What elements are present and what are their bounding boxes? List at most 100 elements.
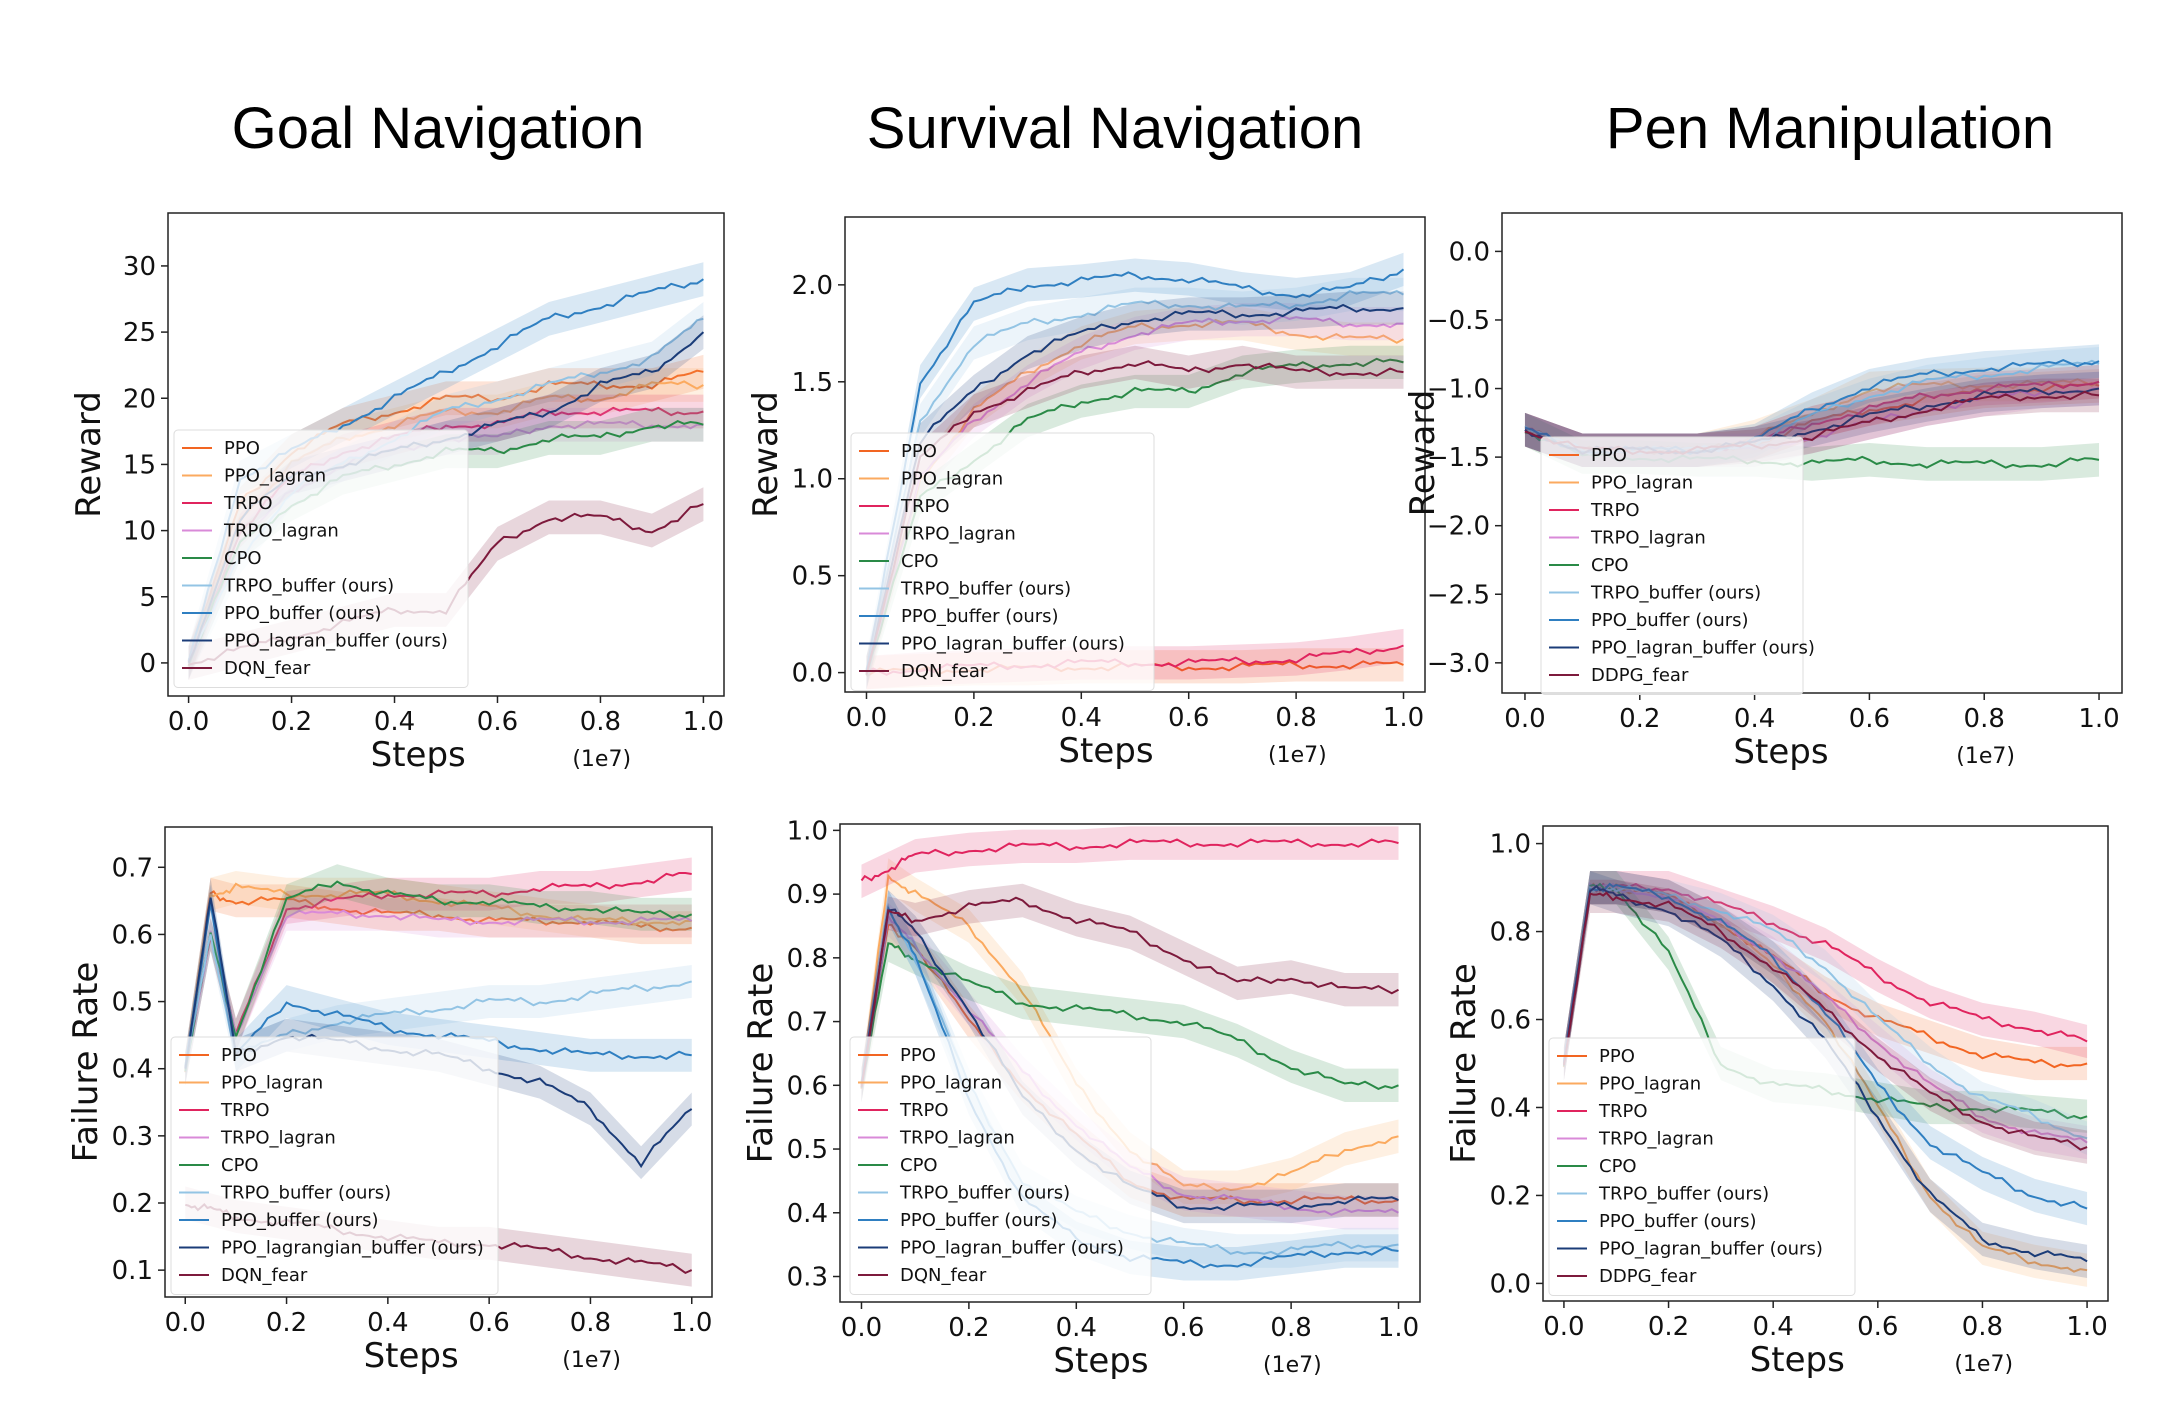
legend-label: PPO_lagran: [224, 466, 326, 487]
title-survival-navigation: Survival Navigation: [866, 96, 1364, 161]
legend-label: PPO_buffer (ours): [221, 1210, 379, 1231]
y-tick-label: 0.1: [112, 1256, 153, 1286]
band-ppo-buffer-ours-: [1524, 344, 2100, 468]
y-tick-label: −2.0: [1427, 512, 1490, 542]
y-axis-label: Reward: [1403, 390, 1443, 517]
x-axis-label: Steps: [1750, 1340, 1845, 1380]
legend-label: PPO_lagran_buffer (ours): [1591, 638, 1815, 659]
legend-box: [1540, 436, 1804, 695]
legend-label: TRPO: [1598, 1101, 1648, 1122]
legend-label: TRPO_buffer (ours): [899, 1183, 1070, 1204]
legend-label: TRPO_lagran: [1590, 528, 1706, 549]
x-tick-label: 0.8: [1962, 1312, 2003, 1342]
legend-label: PPO_lagran_buffer (ours): [901, 634, 1125, 655]
y-axis-label: Reward: [746, 391, 786, 518]
legend-label: PPO_buffer (ours): [224, 603, 382, 624]
band-trpo: [861, 826, 1399, 899]
x-scale-note: (1e7): [572, 747, 631, 772]
y-tick-label: 1.0: [1490, 830, 1531, 860]
band-dqn-fear: [861, 883, 1399, 1103]
legend-label: CPO: [224, 548, 262, 569]
x-tick-label: 0.4: [1753, 1312, 1794, 1342]
band-ppo-lagrangian-buffer-ours-: [185, 877, 692, 1180]
y-tick-label: 0: [139, 649, 156, 679]
legend-label: PPO_lagran_buffer (ours): [224, 631, 448, 652]
x-axis-label: Steps: [371, 735, 466, 775]
y-tick-label: 0.6: [112, 920, 153, 950]
x-scale-note: (1e7): [1954, 1352, 2013, 1377]
x-tick-label: 0.2: [271, 707, 312, 737]
x-tick-label: 0.4: [374, 707, 415, 737]
legend-label: PPO_lagran: [1591, 473, 1693, 494]
legend-label: PPO: [1599, 1046, 1635, 1067]
x-axis-label: Steps: [364, 1336, 459, 1376]
legend-label: PPO: [221, 1045, 257, 1066]
y-tick-label: 0.0: [1490, 1269, 1531, 1299]
legend-label: PPO_buffer (ours): [1591, 610, 1749, 631]
y-tick-label: −1.0: [1427, 375, 1490, 405]
legend-label: PPO_buffer (ours): [900, 1210, 1058, 1231]
y-tick-label: 25: [123, 318, 156, 348]
y-tick-label: 0.7: [787, 1008, 828, 1038]
y-tick-label: −3.0: [1427, 649, 1490, 679]
y-tick-label: 0.3: [112, 1122, 153, 1152]
legend-label: TRPO_lagran: [900, 524, 1016, 545]
y-tick-label: 0.8: [787, 944, 828, 974]
line-ppo-lagran-buffer-ours-: [1562, 884, 2088, 1263]
x-tick-label: 0.0: [168, 707, 209, 737]
legend-label: PPO: [901, 441, 937, 462]
y-tick-label: 10: [123, 517, 156, 547]
y-tick-label: 5: [139, 583, 156, 613]
x-tick-label: 0.0: [841, 1313, 882, 1343]
x-scale-note: (1e7): [1268, 743, 1327, 768]
y-tick-label: −1.5: [1427, 443, 1490, 473]
y-tick-label: 0.6: [787, 1071, 828, 1101]
legend-label: PPO: [224, 438, 260, 459]
x-tick-label: 0.6: [1168, 703, 1209, 733]
line-ddpg-fear: [1562, 891, 2088, 1151]
y-tick-label: 15: [123, 450, 156, 480]
x-axis-label: Steps: [1733, 732, 1828, 772]
x-tick-label: 0.2: [266, 1308, 307, 1338]
y-tick-label: 1.5: [792, 368, 833, 398]
band-ppo: [185, 877, 692, 1086]
legend: PPO PPO_lagran TRPO TRPO_lagran CPO TRPO_buff…: [849, 1036, 1152, 1295]
y-axis-label: Failure Rate: [66, 962, 106, 1163]
panel-pen-reward: 0.0 0.2 0.4 0.6 0.8 1.0 0.0 −0.5 −1.0 −1.5 −2.0 −2.…: [1403, 212, 2123, 772]
legend-box: [170, 1036, 499, 1295]
legend-label: PPO_buffer (ours): [1599, 1211, 1757, 1232]
legend-label: TRPO_lagran: [899, 1128, 1015, 1149]
x-tick-label: 0.6: [1857, 1312, 1898, 1342]
band-ppo-lagran-buffer-ours-: [188, 315, 704, 680]
legend-label: TRPO_buffer (ours): [1590, 583, 1761, 604]
legend-label: DDPG_fear: [1591, 665, 1689, 686]
legend-label: TRPO_lagran: [223, 521, 339, 542]
legend-box: [173, 429, 469, 688]
band-trpo-lagran: [866, 303, 1404, 690]
x-tick-label: 0.8: [1964, 704, 2005, 734]
band-ppo-lagran-buffer-ours-: [861, 890, 1399, 1224]
legend-label: TRPO_lagran: [1598, 1129, 1714, 1150]
legend: PPO PPO_lagran TRPO TRPO_lagran CPO TRPO_buff…: [850, 432, 1155, 691]
legend: PPO PPO_lagran TRPO TRPO_lagran CPO TRPO_buff…: [170, 1036, 499, 1295]
legend-label: PPO: [1591, 445, 1627, 466]
y-axis-label: Failure Rate: [1444, 963, 1484, 1164]
x-tick-label: 0.2: [1648, 1312, 1689, 1342]
x-tick-label: 1.0: [2078, 704, 2119, 734]
legend-label: PPO_lagran: [221, 1073, 323, 1094]
line-ppo-lagran: [184, 882, 692, 1067]
line-trpo: [860, 838, 1399, 882]
band-ddpg-fear: [1563, 879, 2088, 1164]
x-tick-label: 0.0: [1504, 704, 1545, 734]
y-tick-label: 1.0: [787, 816, 828, 846]
legend-label: TRPO: [899, 1100, 949, 1121]
legend-label: CPO: [221, 1155, 259, 1176]
legend-label: PPO_lagran_buffer (ours): [1599, 1239, 1823, 1260]
x-tick-label: 1.0: [1378, 1313, 1419, 1343]
legend-label: DQN_fear: [900, 1265, 987, 1286]
line-ppo-buffer-ours-: [865, 268, 1405, 671]
band-ppo-lagran: [861, 858, 1399, 1205]
y-tick-label: 0.3: [787, 1263, 828, 1293]
legend-label: TRPO: [900, 496, 950, 517]
